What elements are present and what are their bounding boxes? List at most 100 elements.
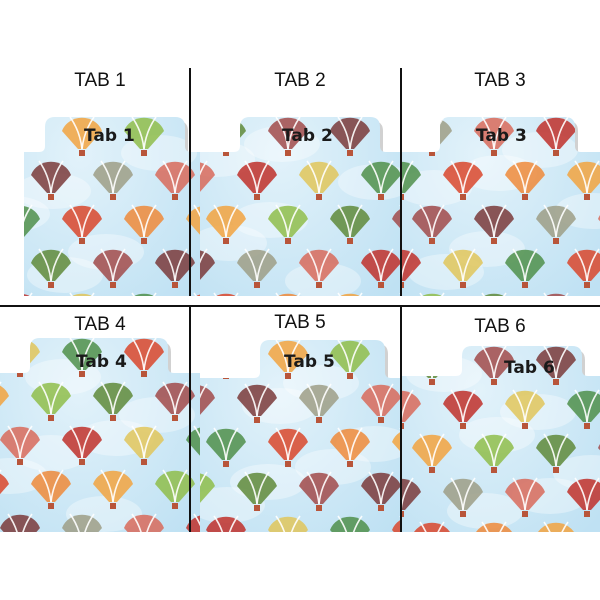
balloon-icon (361, 248, 400, 288)
balloon-icon (392, 340, 400, 373)
tab-label: Tab 4 (76, 352, 127, 372)
tab-3-divider-shape (400, 117, 600, 296)
balloon-icon (474, 433, 514, 473)
balloon-icon (31, 381, 71, 421)
balloon-icon (330, 292, 370, 296)
balloon-icon (124, 338, 164, 377)
balloon-icon (268, 340, 308, 379)
balloon-icon (155, 381, 195, 421)
balloon-icon (299, 248, 339, 288)
tab-2-divider-shape (200, 117, 400, 296)
tab-caption: TAB 3 (474, 70, 526, 91)
balloon-icon (62, 513, 102, 532)
balloon-icon (474, 204, 514, 244)
balloon-icon (124, 204, 164, 244)
balloon-icon (0, 161, 9, 200)
balloon-icon (361, 383, 400, 423)
tab-card-1[interactable]: TAB 1 Tab 1 (0, 60, 200, 296)
tab-card-2[interactable]: TAB 2 Tab 2 (200, 60, 400, 296)
balloon-icon (392, 117, 400, 150)
tab-card-5[interactable]: TAB 5 Tab 5 (200, 296, 400, 532)
balloon-icon (567, 248, 600, 288)
balloon-icon (412, 204, 452, 244)
balloon-icon (200, 383, 215, 417)
balloon-icon (443, 389, 483, 429)
balloon-icon (206, 204, 246, 244)
balloon-icon (237, 471, 277, 511)
balloon-pattern (200, 340, 400, 532)
tab-caption: TAB 4 (74, 314, 126, 335)
balloon-icon (62, 338, 102, 377)
divider-line (0, 305, 600, 307)
tab-label: Tab 2 (282, 126, 333, 146)
balloon-pattern (0, 117, 200, 296)
balloon-pattern (400, 346, 600, 532)
balloon-icon (474, 346, 514, 385)
balloon-icon (0, 513, 40, 532)
balloon-icon (268, 204, 308, 244)
tab-card-6[interactable]: TAB 6 Tab 6 (400, 296, 600, 532)
balloon-icon (361, 160, 400, 200)
balloon-icon (62, 204, 102, 244)
tab-label: Tab 3 (476, 126, 527, 146)
balloon-icon (505, 160, 545, 200)
balloon-icon (206, 292, 246, 296)
balloon-icon (299, 160, 339, 200)
tab-5-divider-shape (200, 340, 400, 532)
balloon-icon (24, 292, 40, 296)
tab-card-3[interactable]: TAB 3 Tab 3 (400, 60, 600, 296)
balloon-icon (93, 381, 133, 421)
balloon-icon (93, 248, 133, 288)
balloon-icon (200, 160, 215, 194)
balloon-icon (124, 292, 164, 296)
balloon-pattern (200, 117, 400, 296)
tab-1-divider-shape (0, 117, 200, 296)
balloon-icon (62, 425, 102, 465)
balloon-icon (299, 383, 339, 423)
balloon-icon (330, 515, 370, 532)
balloon-icon (155, 248, 195, 288)
balloon-icon (412, 433, 452, 473)
balloon-icon (31, 160, 71, 200)
balloon-icon (474, 521, 514, 532)
balloon-icon (330, 117, 370, 156)
balloon-icon (0, 425, 40, 465)
tab-sheet: TAB 1 Tab 1 TAB 2 Tab 2 TAB 3 Tab 3 TAB … (0, 60, 600, 532)
balloon-icon (31, 469, 71, 509)
balloon-icon (206, 515, 246, 532)
balloon-icon (124, 513, 164, 532)
balloon-icon (361, 471, 400, 511)
balloon-icon (62, 292, 102, 296)
tab-caption: TAB 5 (274, 312, 326, 333)
balloon-icon (93, 469, 133, 509)
balloon-icon (124, 425, 164, 465)
balloon-icon (536, 292, 576, 296)
balloon-icon (443, 248, 483, 288)
balloon-icon (412, 521, 452, 532)
balloon-icon (268, 117, 308, 156)
balloon-icon (536, 346, 576, 385)
balloon-icon (200, 471, 215, 505)
balloon-icon (330, 340, 370, 379)
balloon-icon (474, 292, 514, 296)
balloon-icon (155, 160, 195, 200)
balloon-icon (24, 117, 40, 150)
balloon-icon (505, 389, 545, 429)
balloon-icon (567, 389, 600, 429)
tab-card-4[interactable]: TAB 4 Tab 4 (0, 296, 200, 532)
balloon-icon (24, 204, 40, 238)
balloon-icon (443, 160, 483, 200)
balloon-icon (237, 383, 277, 423)
balloon-icon (237, 248, 277, 288)
balloon-icon (206, 427, 246, 467)
balloon-icon (299, 471, 339, 511)
balloon-icon (412, 292, 452, 296)
balloon-icon (124, 117, 164, 156)
balloon-pattern (0, 338, 200, 532)
divider-line (189, 306, 191, 532)
balloon-icon (186, 425, 200, 459)
tab-label: Tab 6 (504, 358, 555, 378)
balloon-icon (62, 117, 102, 156)
balloon-icon (330, 427, 370, 467)
balloon-icon (0, 249, 9, 288)
